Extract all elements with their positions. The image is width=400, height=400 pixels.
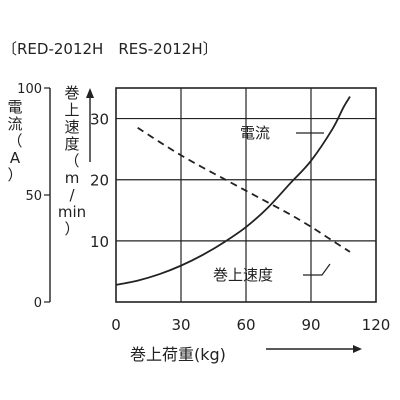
axes bbox=[44, 87, 94, 303]
x-axis-arrow bbox=[266, 345, 362, 353]
x-tick-label: 120 bbox=[362, 316, 391, 334]
speed-axis-label-char: min bbox=[58, 203, 86, 221]
speed-series-label: 巻上速度 bbox=[213, 266, 273, 284]
current-axis-label-char: A bbox=[10, 149, 21, 167]
x-tick-label: 0 bbox=[111, 316, 121, 334]
speed-axis-arrowhead bbox=[86, 88, 94, 98]
x-tick-label: 30 bbox=[171, 316, 190, 334]
speed-label-leader bbox=[303, 263, 331, 276]
x-tick-label: 60 bbox=[236, 316, 255, 334]
speed-axis-label-char: 度 bbox=[64, 135, 79, 153]
current-axis-label-char: 電 bbox=[7, 98, 22, 116]
speed-axis-label-char: 上 bbox=[64, 101, 79, 119]
series bbox=[115, 96, 351, 286]
x-axis-title: 巻上荷重(kg) bbox=[130, 345, 226, 364]
current-series-label: 電流 bbox=[240, 124, 270, 142]
current-tick-label: 0 bbox=[34, 296, 42, 311]
speed-axis-label-char: ） bbox=[64, 220, 79, 238]
speed-tick-label: 10 bbox=[90, 233, 109, 251]
speed-axis-label-char: 巻 bbox=[64, 84, 79, 102]
speed-axis-label-char: m bbox=[65, 169, 80, 187]
model-names: 〔RED-2012H RES-2012H〕 bbox=[2, 40, 218, 58]
speed-tick-label: 30 bbox=[90, 111, 109, 129]
speed-axis-label-char: / bbox=[69, 186, 75, 204]
current-axis-label-char: 流 bbox=[7, 115, 22, 133]
speed-tick-label: 20 bbox=[90, 172, 109, 190]
current-tick-label: 50 bbox=[25, 189, 42, 204]
current-series-line bbox=[115, 96, 351, 286]
current-axis-label-char: ） bbox=[7, 166, 22, 184]
speed-series-line bbox=[137, 126, 351, 253]
speed-axis-label-char: （ bbox=[64, 152, 79, 170]
x-tick-label: 90 bbox=[301, 316, 320, 334]
speed-axis-label-char: 速 bbox=[64, 118, 79, 136]
axis-labels: 0 30 60 90 120102030050100電流（A）巻上速度（m/min）電流… bbox=[7, 82, 390, 334]
current-tick-label: 100 bbox=[17, 82, 42, 97]
current-axis-label-char: （ bbox=[7, 132, 22, 150]
